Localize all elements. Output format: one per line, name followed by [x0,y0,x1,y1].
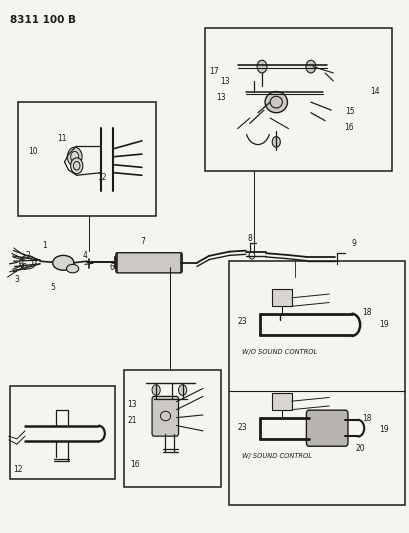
Text: 10: 10 [28,148,37,157]
Text: W/O SOUND CONTROL: W/O SOUND CONTROL [241,350,316,356]
FancyBboxPatch shape [152,397,178,436]
Circle shape [70,158,83,174]
Text: 3: 3 [14,274,19,284]
Ellipse shape [265,92,287,113]
Bar [229,261,404,505]
Text: 19: 19 [378,425,388,434]
Circle shape [256,60,266,73]
Text: 9: 9 [351,239,355,248]
Text: 4: 4 [83,252,88,261]
Text: 18: 18 [362,308,371,317]
Ellipse shape [53,255,74,270]
Text: 5: 5 [50,283,55,292]
Text: 13: 13 [216,93,225,102]
Text: 13: 13 [220,77,229,86]
Text: 8: 8 [247,234,252,243]
Text: 6: 6 [109,263,114,272]
Circle shape [272,136,280,147]
Text: 21: 21 [127,416,137,425]
Text: 13: 13 [127,400,137,409]
Text: 15: 15 [345,107,354,116]
Text: 22: 22 [18,263,28,272]
Text: 16: 16 [344,123,353,132]
Circle shape [178,385,186,395]
Bar [272,393,291,410]
Text: 23: 23 [237,317,247,326]
Text: 1: 1 [42,241,47,250]
Ellipse shape [66,264,79,273]
FancyBboxPatch shape [115,253,182,273]
Text: 7: 7 [139,237,144,246]
Text: W/ SOUND CONTROL: W/ SOUND CONTROL [241,454,311,459]
Text: 17: 17 [209,67,218,76]
Text: 12: 12 [97,173,106,182]
Text: 2: 2 [25,252,30,261]
Text: 23: 23 [237,423,247,432]
Bar [18,102,156,216]
Text: 8311 100 B: 8311 100 B [9,15,75,25]
Text: 16: 16 [130,461,139,469]
Text: 12: 12 [13,465,23,474]
Circle shape [67,147,82,166]
Text: 19: 19 [378,320,388,329]
Text: 18: 18 [362,414,371,423]
Bar [9,386,115,479]
Circle shape [305,60,315,73]
Text: 20: 20 [355,444,364,453]
Bar [272,289,291,306]
Text: 11: 11 [57,134,67,143]
Bar [123,370,221,487]
Circle shape [152,385,160,395]
Bar [204,28,391,171]
FancyBboxPatch shape [306,410,347,446]
Text: 14: 14 [369,87,379,96]
